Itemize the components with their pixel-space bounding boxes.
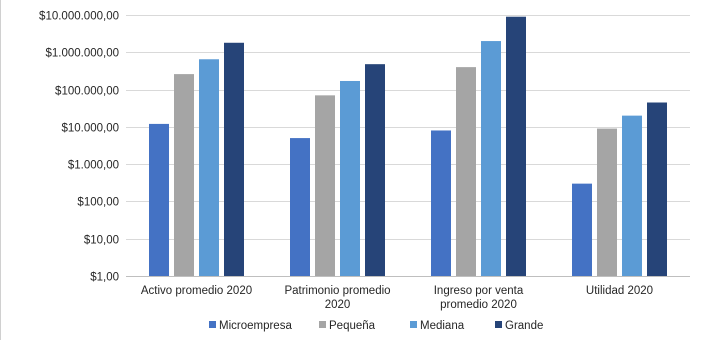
legend-item-peque-a: Pequeña: [319, 320, 376, 332]
bar-grande-2: [365, 64, 385, 276]
x-category-label: Patrimonio promedio 2020: [284, 285, 390, 311]
x-category-label: Ingreso por venta promedio 2020: [434, 285, 524, 311]
y-tick-label: $100.000,00: [55, 86, 119, 98]
bar-peque-a-2: [315, 95, 335, 276]
bar-peque-a-3: [456, 67, 476, 276]
y-tick-label: $10,00: [84, 235, 119, 247]
y-tick-label: $1.000.000,00: [45, 48, 119, 60]
bar-grande-4: [647, 102, 667, 276]
y-tick-label: $10.000.000,00: [39, 11, 119, 23]
legend-label: Mediana: [420, 320, 465, 332]
x-category-label: Activo promedio 2020: [141, 285, 252, 297]
legend-item-mediana: Mediana: [410, 320, 465, 332]
legend-swatch: [410, 321, 417, 328]
legend-swatch: [319, 321, 326, 328]
bar-microempresa-3: [431, 130, 451, 276]
bar-peque-a-1: [174, 74, 194, 277]
legend-swatch: [495, 321, 502, 328]
x-category-label-line: Patrimonio promedio: [284, 285, 390, 297]
y-tick-label: $100,00: [77, 197, 119, 209]
y-tick-label: $1.000,00: [68, 160, 119, 172]
x-category-label-line: Utilidad 2020: [586, 285, 653, 297]
x-category-label-line: 2020: [325, 299, 351, 311]
legend-swatch: [209, 321, 216, 328]
x-category-label-line: Ingreso por venta: [434, 285, 524, 297]
legend-item-microempresa: Microempresa: [209, 320, 292, 332]
bar-microempresa-1: [149, 123, 169, 276]
gridlines: [126, 15, 690, 240]
bar-microempresa-4: [572, 183, 592, 276]
bar-mediana-1: [199, 59, 219, 277]
legend: Microempresa Pequeña Mediana Grande: [209, 320, 543, 332]
x-category-label-line: Activo promedio 2020: [141, 285, 252, 297]
x-category-label-line: promedio 2020: [440, 299, 517, 311]
bar-mediana-2: [340, 80, 360, 276]
bar-mediana-4: [622, 115, 642, 276]
x-category-label: Utilidad 2020: [586, 285, 653, 297]
y-axis-tick-labels: $10.000.000,00 $1.000.000,00 $100.000,00 $1…: [39, 11, 119, 284]
bar-peque-a-4: [597, 128, 617, 276]
x-axis-category-labels: Activo promedio 2020 Patrimonio promedio 2…: [141, 285, 653, 311]
legend-label: Grande: [505, 320, 543, 332]
legend-item-grande: Grande: [495, 320, 543, 332]
bars: [149, 16, 667, 277]
y-tick-label: $1,00: [90, 272, 119, 284]
bar-grande-3: [506, 16, 526, 276]
bar-mediana-3: [481, 41, 501, 276]
bar-grande-1: [224, 42, 244, 276]
y-tick-label: $10.000,00: [61, 123, 119, 135]
legend-label: Pequeña: [329, 320, 376, 332]
legend-label: Microempresa: [219, 320, 292, 332]
bar-microempresa-2: [290, 138, 310, 276]
